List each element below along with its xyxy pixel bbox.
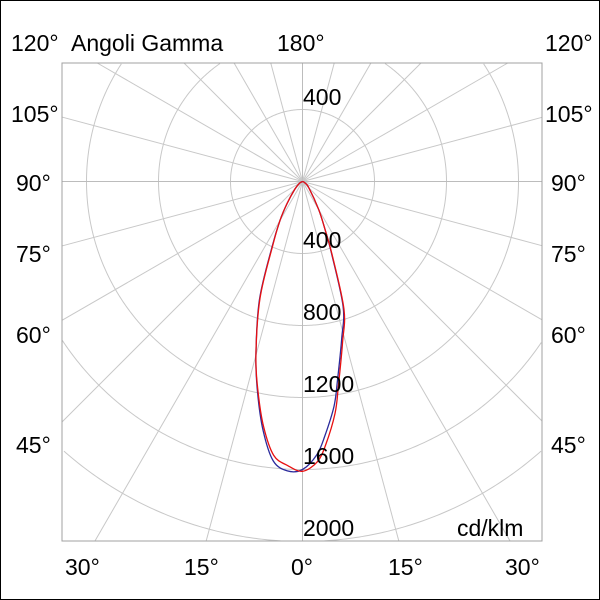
grid-ray-165 — [302, 62, 335, 182]
radial-label-800: 800 — [303, 299, 342, 325]
radial-label-2000: 2000 — [303, 515, 355, 541]
angle-label-bottom-30-right: 30° — [505, 554, 540, 580]
radial-label-1200: 1200 — [303, 371, 355, 397]
grid-ray-30 — [302, 181, 511, 542]
angle-label-left-90: 90° — [16, 170, 51, 196]
grid-circle-1600 — [61, 340, 542, 470]
radial-label-top-400: 400 — [303, 84, 342, 110]
grid-circle-1200 — [85, 63, 520, 398]
angle-label-bottom-30-left: 30° — [65, 554, 100, 580]
grid-ray-120 — [302, 62, 508, 182]
grid-ray-300 — [61, 181, 303, 321]
angle-label-right-75: 75° — [551, 241, 586, 267]
grid-ray-75 — [302, 181, 543, 247]
radial-label-1600: 1600 — [303, 443, 355, 469]
grid-ray-15 — [302, 181, 400, 542]
angle-label-bottom-15-right: 15° — [388, 554, 423, 580]
angle-label-left-60: 60° — [16, 322, 51, 348]
plot-frame — [61, 62, 543, 542]
grid-circle-2000 — [63, 450, 542, 542]
grid-ray-345 — [205, 181, 303, 542]
chart-title: Angoli Gamma — [71, 30, 224, 56]
grid-ray-255 — [61, 116, 303, 182]
angle-label-left-75: 75° — [16, 241, 51, 267]
angle-label-right-60: 60° — [551, 322, 586, 348]
grid-ray-135 — [302, 62, 422, 182]
angle-label-right-90: 90° — [551, 170, 586, 196]
grid-ray-240 — [97, 62, 303, 182]
grid-ray-60 — [302, 181, 543, 321]
grid-ray-285 — [61, 181, 303, 247]
grid-ray-150 — [302, 62, 372, 182]
grid-ray-315 — [61, 181, 303, 423]
angle-label-top-180: 180° — [277, 30, 325, 56]
angle-label-left-120: 120° — [11, 30, 59, 56]
grid-ray-45 — [302, 181, 543, 422]
unit-label: cd/klm — [457, 515, 524, 541]
grid-ray-105 — [302, 116, 543, 182]
grid-ray-225 — [183, 62, 303, 182]
grid-ray-195 — [270, 62, 303, 182]
angle-label-right-120: 120° — [545, 30, 593, 56]
angle-label-bottom-0: 0° — [291, 554, 313, 580]
intensity-curve-2 — [255, 180, 346, 472]
grid-ray-210 — [233, 62, 303, 182]
angle-label-left-45: 45° — [16, 432, 51, 458]
angle-label-bottom-15-left: 15° — [184, 554, 219, 580]
radial-label-400: 400 — [303, 227, 342, 253]
grid-ray-330 — [94, 181, 303, 542]
grid-circle-800 — [157, 63, 448, 326]
angle-label-right-45: 45° — [551, 432, 586, 458]
angle-label-left-105: 105° — [11, 101, 59, 127]
angle-label-right-105: 105° — [545, 101, 593, 127]
